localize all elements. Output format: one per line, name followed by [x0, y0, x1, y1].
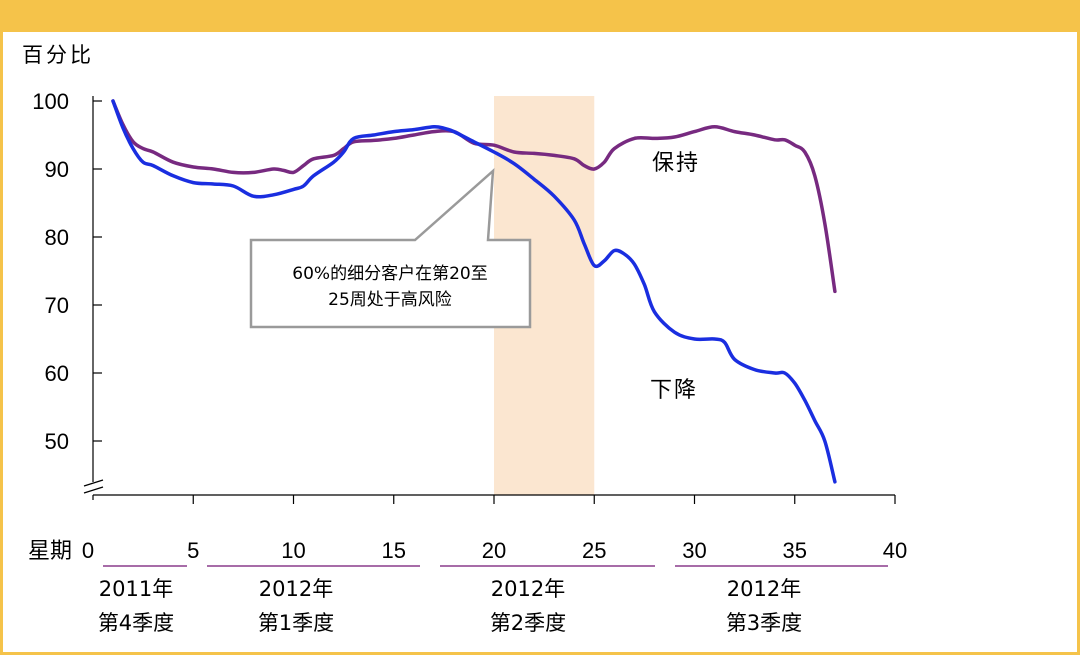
x-tick-label: 40	[883, 538, 907, 563]
callout-line-1: 60%的细分客户在第20至	[292, 264, 487, 284]
y-ticks: 50 60 70 80 90 100	[32, 89, 102, 454]
quarter-name: 第3季度	[726, 611, 802, 635]
x-tick-label: 5	[187, 538, 199, 563]
annotation-callout: 60%的细分客户在第20至 25周处于高风险	[249, 168, 532, 329]
callout-line-2: 25周处于高风险	[328, 290, 452, 310]
series-line-decline	[111, 99, 837, 484]
x-tick-label: 35	[783, 538, 807, 563]
quarter-year: 2012年	[491, 577, 565, 601]
callout-shape	[249, 168, 532, 329]
x-ticks: 0 5 10 15 20 25 30 35 40	[82, 495, 907, 563]
x-axis-label: 星期	[28, 539, 72, 564]
series-label: 保持	[652, 151, 700, 176]
series-label: 下降	[650, 378, 698, 403]
y-tick-label: 90	[45, 157, 69, 182]
y-tick-label: 60	[45, 361, 69, 386]
top-bar	[0, 0, 1080, 32]
y-tick-label: 80	[45, 225, 69, 250]
quarter-name: 第4季度	[98, 611, 174, 635]
y-tick-label: 70	[45, 293, 69, 318]
y-tick-label: 100	[32, 89, 69, 114]
x-tick-label: 15	[382, 538, 406, 563]
y-tick-label: 50	[45, 429, 69, 454]
quarter-year: 2012年	[259, 577, 333, 601]
y-axis-label: 百分比	[22, 43, 94, 67]
quarter-name: 第1季度	[258, 611, 334, 635]
quarter-name: 第2季度	[490, 611, 566, 635]
quarter-year: 2012年	[727, 577, 801, 601]
axis-break-mark	[83, 486, 104, 494]
x-tick-label: 0	[82, 538, 94, 563]
axis-break-mark	[83, 479, 104, 487]
x-tick-label: 30	[682, 538, 706, 563]
quarter-year: 2011年	[99, 577, 173, 601]
x-tick-label: 10	[281, 538, 305, 563]
x-tick-label: 20	[482, 538, 506, 563]
x-tick-label: 25	[582, 538, 606, 563]
